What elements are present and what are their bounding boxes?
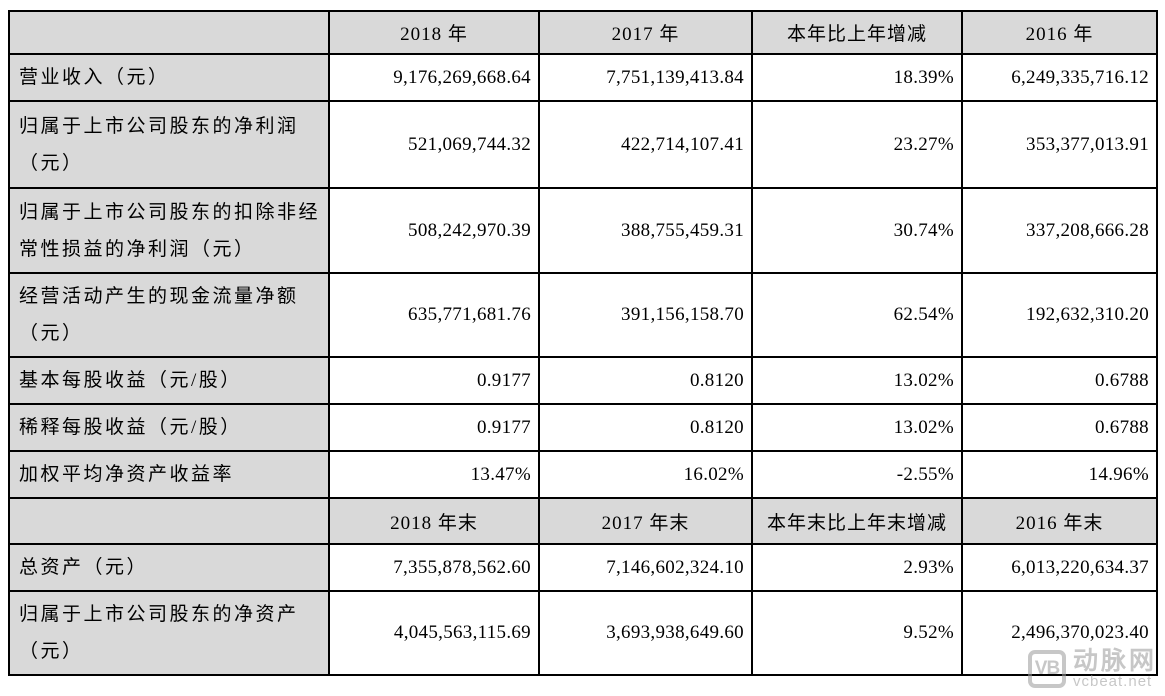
row-label: 归属于上市公司股东的扣除非经常性损益的净利润（元）: [8, 187, 330, 274]
cell-value: 30.74%: [751, 187, 963, 274]
cell-value: 192,632,310.20: [961, 272, 1158, 358]
financial-summary-table: 2018 年 2017 年 本年比上年增减 2016 年 营业收入（元） 9,1…: [8, 10, 1158, 676]
cell-value: 3,693,938,649.60: [538, 590, 753, 676]
row-label: 归属于上市公司股东的净资产（元）: [8, 590, 330, 676]
cell-value: 391,156,158.70: [538, 272, 753, 358]
row-label: 经营活动产生的现金流量净额（元）: [8, 272, 330, 358]
cell-value: 0.6788: [961, 356, 1158, 405]
table-row-net-profit-deducted: 归属于上市公司股东的扣除非经常性损益的净利润（元） 508,242,970.39…: [8, 187, 1158, 274]
table-row-weighted-avg-roe: 加权平均净资产收益率 13.47% 16.02% -2.55% 14.96%: [8, 450, 1158, 499]
cell-value: 0.9177: [328, 403, 540, 452]
header-row-year-end: 2018 年末 2017 年末 本年末比上年末增减 2016 年末: [8, 497, 1158, 545]
cell-value: 0.8120: [538, 403, 753, 452]
cell-value: 0.6788: [961, 403, 1158, 452]
table-row-revenue: 营业收入（元） 9,176,269,668.64 7,751,139,413.8…: [8, 53, 1158, 102]
cell-value: 337,208,666.28: [961, 187, 1158, 274]
table-row-net-assets: 归属于上市公司股东的净资产（元） 4,045,563,115.69 3,693,…: [8, 590, 1158, 676]
header-row-annual: 2018 年 2017 年 本年比上年增减 2016 年: [8, 10, 1158, 55]
column-header-year-end-change: 本年末比上年末增减: [751, 497, 963, 545]
cell-value: 0.9177: [328, 356, 540, 405]
cell-value: 16.02%: [538, 450, 753, 499]
table-row-operating-cashflow: 经营活动产生的现金流量净额（元） 635,771,681.76 391,156,…: [8, 272, 1158, 358]
cell-value: 2.93%: [751, 543, 963, 592]
column-header-2018: 2018 年: [328, 10, 540, 55]
cell-value: 6,249,335,716.12: [961, 53, 1158, 102]
cell-value: 422,714,107.41: [538, 100, 753, 189]
row-label: 营业收入（元）: [8, 53, 330, 102]
cell-value: 9.52%: [751, 590, 963, 676]
vcbeat-site-url: vcbeat.net: [1072, 673, 1153, 691]
financial-summary-table-wrap: 2018 年 2017 年 本年比上年增减 2016 年 营业收入（元） 9,1…: [8, 10, 1158, 676]
cell-value: 0.8120: [538, 356, 753, 405]
cell-value: 4,045,563,115.69: [328, 590, 540, 676]
column-header-yoy-change: 本年比上年增减: [751, 10, 963, 55]
cell-value: 7,146,602,324.10: [538, 543, 753, 592]
cell-value: 14.96%: [961, 450, 1158, 499]
row-label: 基本每股收益（元/股）: [8, 356, 330, 405]
cell-value: 508,242,970.39: [328, 187, 540, 274]
table-row-net-profit: 归属于上市公司股东的净利润（元） 521,069,744.32 422,714,…: [8, 100, 1158, 189]
cell-value: 2,496,370,023.40: [961, 590, 1158, 676]
table-row-diluted-eps: 稀释每股收益（元/股） 0.9177 0.8120 13.02% 0.6788: [8, 403, 1158, 452]
cell-value: 7,355,878,562.60: [328, 543, 540, 592]
cell-value: 13.47%: [328, 450, 540, 499]
cell-value: 18.39%: [751, 53, 963, 102]
cell-value: 635,771,681.76: [328, 272, 540, 358]
column-header-2016-end: 2016 年末: [961, 497, 1158, 545]
column-header-2016: 2016 年: [961, 10, 1158, 55]
cell-value: 62.54%: [751, 272, 963, 358]
cell-value: 13.02%: [751, 403, 963, 452]
row-label: 稀释每股收益（元/股）: [8, 403, 330, 452]
cell-value: 7,751,139,413.84: [538, 53, 753, 102]
row-label: 总资产（元）: [8, 543, 330, 592]
cell-value: 353,377,013.91: [961, 100, 1158, 189]
corner-cell: [8, 10, 330, 55]
table-row-total-assets: 总资产（元） 7,355,878,562.60 7,146,602,324.10…: [8, 543, 1158, 592]
row-label: 加权平均净资产收益率: [8, 450, 330, 499]
cell-value: 6,013,220,634.37: [961, 543, 1158, 592]
cell-value: 521,069,744.32: [328, 100, 540, 189]
column-header-2018-end: 2018 年末: [328, 497, 540, 545]
corner-cell: [8, 497, 330, 545]
cell-value: 13.02%: [751, 356, 963, 405]
cell-value: 388,755,459.31: [538, 187, 753, 274]
cell-value: 9,176,269,668.64: [328, 53, 540, 102]
column-header-2017-end: 2017 年末: [538, 497, 753, 545]
row-label: 归属于上市公司股东的净利润（元）: [8, 100, 330, 189]
table-row-basic-eps: 基本每股收益（元/股） 0.9177 0.8120 13.02% 0.6788: [8, 356, 1158, 405]
cell-value: 23.27%: [751, 100, 963, 189]
column-header-2017: 2017 年: [538, 10, 753, 55]
cell-value: -2.55%: [751, 450, 963, 499]
